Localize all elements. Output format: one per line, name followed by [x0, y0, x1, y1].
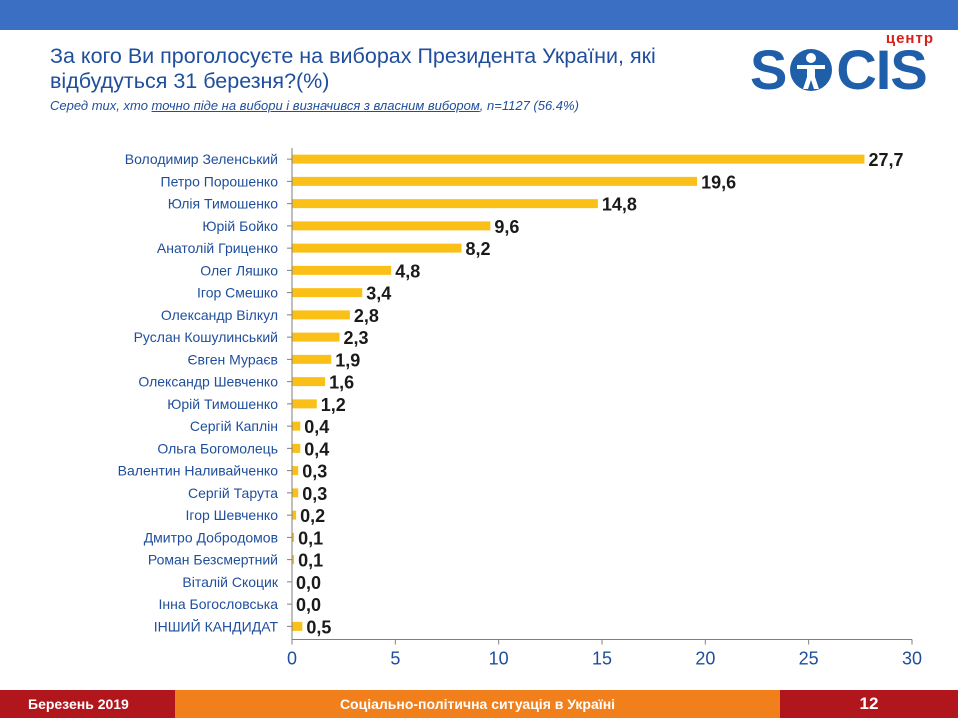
value-label: 0,3: [302, 462, 327, 482]
page-subtitle: Серед тих, хто точно піде на вибори і ви…: [50, 98, 750, 113]
category-label: ІНШИЙ КАНДИДАТ: [154, 617, 279, 634]
category-label: Дмитро Добродомов: [144, 529, 278, 545]
value-label: 2,8: [354, 306, 379, 326]
value-label: 0,5: [306, 617, 331, 637]
bar: [292, 265, 392, 275]
bar: [292, 176, 698, 186]
value-label: 27,7: [868, 150, 903, 170]
category-label: Євген Мураєв: [187, 351, 278, 367]
value-label: 0,1: [298, 528, 323, 548]
value-label: 0,0: [296, 595, 321, 615]
category-label: Юрій Тимошенко: [167, 396, 278, 412]
category-label: Інна Богословська: [159, 596, 279, 612]
category-label: Петро Порошенко: [161, 173, 279, 189]
category-label: Юрій Бойко: [202, 218, 278, 234]
socis-logo: центр S CIS: [748, 30, 948, 100]
category-label: Анатолій Гриценко: [157, 240, 278, 256]
category-label: Роман Безсмертний: [148, 552, 278, 568]
subtitle-suffix: , n=1127 (56.4%): [479, 98, 579, 113]
x-tick-label: 10: [489, 649, 509, 669]
page-title: За кого Ви проголосуєте на виборах Прези…: [50, 44, 656, 93]
bar: [292, 243, 462, 253]
value-label: 0,4: [304, 417, 329, 437]
bar: [292, 466, 299, 476]
x-tick-label: 0: [287, 649, 297, 669]
subtitle-prefix: Серед тих, хто: [50, 98, 152, 113]
bar: [292, 199, 598, 209]
footer-page-number: 12: [780, 690, 958, 718]
category-label: Ігор Смешко: [197, 285, 278, 301]
value-label: 0,4: [304, 439, 329, 459]
value-label: 1,9: [335, 350, 360, 370]
footer-date: Березень 2019: [0, 690, 175, 718]
bar: [292, 532, 295, 542]
bar: [292, 332, 340, 342]
category-label: Юлія Тимошенко: [168, 196, 278, 212]
bar: [292, 288, 363, 298]
bar: [292, 555, 295, 565]
bar: [292, 399, 317, 409]
category-label: Віталій Скоцик: [182, 574, 278, 590]
logo-word-start: S: [750, 38, 787, 101]
logo-word: S CIS: [750, 38, 928, 101]
value-label: 0,3: [302, 484, 327, 504]
category-label: Олександр Вілкул: [161, 307, 278, 323]
category-label: Ольга Богомолець: [157, 440, 278, 456]
bar: [292, 354, 332, 364]
bar: [292, 443, 301, 453]
category-label: Сергій Тарута: [188, 485, 278, 501]
person-icon: [786, 44, 836, 91]
x-tick-label: 5: [390, 649, 400, 669]
x-tick-label: 20: [695, 649, 715, 669]
category-label: Валентин Наливайченко: [118, 463, 279, 479]
category-label: Олександр Шевченко: [138, 374, 278, 390]
value-label: 4,8: [395, 261, 420, 281]
category-label: Руслан Кошулинський: [134, 329, 278, 345]
footer-topic: Соціально-політична ситуація в Україні: [175, 690, 780, 718]
value-label: 0,1: [298, 551, 323, 571]
x-tick-label: 15: [592, 649, 612, 669]
value-label: 3,4: [366, 284, 391, 304]
bar: [292, 377, 326, 387]
bar: [292, 154, 865, 164]
value-label: 2,3: [344, 328, 369, 348]
value-label: 1,6: [329, 373, 354, 393]
footer: Березень 2019 Соціально-політична ситуац…: [0, 690, 958, 718]
x-tick-label: 30: [902, 649, 922, 669]
bar: [292, 488, 299, 498]
bar: [292, 310, 350, 320]
bar: [292, 510, 297, 520]
bar: [292, 621, 303, 631]
value-label: 14,8: [602, 195, 637, 215]
value-label: 8,2: [465, 239, 490, 259]
value-label: 0,0: [296, 573, 321, 593]
value-label: 19,6: [701, 172, 736, 192]
value-label: 9,6: [494, 217, 519, 237]
bar-chart: Володимир Зеленський 27,7 Петро Порошенко 1…: [118, 148, 922, 669]
logo-small-text: центр: [885, 30, 934, 47]
bar: [292, 421, 301, 431]
logo-word-end: CIS: [836, 38, 927, 101]
value-label: 1,2: [321, 395, 346, 415]
value-label: 0,2: [300, 506, 325, 526]
x-tick-label: 25: [799, 649, 819, 669]
category-label: Володимир Зеленський: [125, 151, 278, 167]
category-label: Сергій Каплін: [190, 418, 278, 434]
subtitle-underlined: точно піде на вибори і визначився з влас…: [151, 98, 480, 113]
bar: [292, 221, 491, 231]
top-bar: [0, 0, 958, 30]
category-label: Олег Ляшко: [200, 262, 278, 278]
category-label: Ігор Шевченко: [186, 507, 279, 523]
